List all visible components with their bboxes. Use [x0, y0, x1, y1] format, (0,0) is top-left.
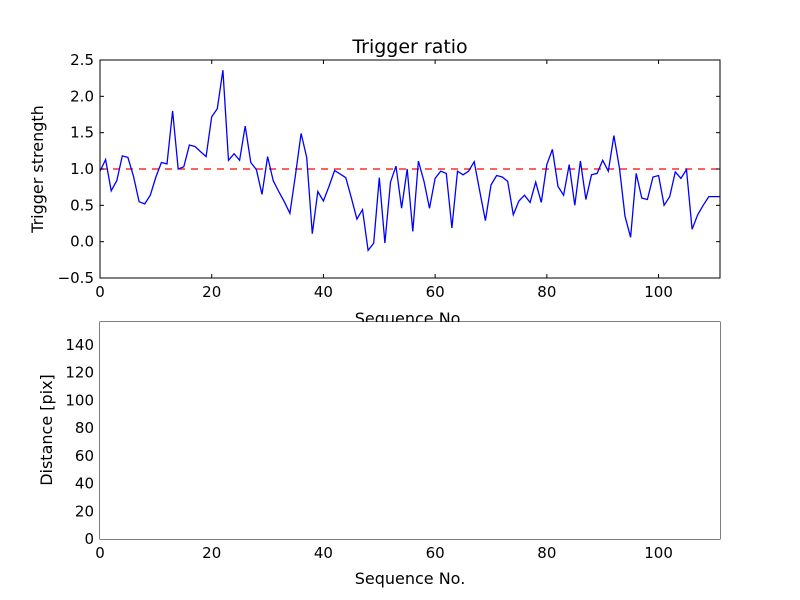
trigger-ratio-axes: 0 20 40 60 80 100 −0.5 0.0 0.5 1.0 1.5 2.0 2.5 [58, 51, 721, 301]
y-tick-label: 2.5 [70, 51, 94, 69]
x-tick-label: 80 [537, 544, 556, 562]
y-tick-label: 40 [75, 475, 94, 493]
y-tick-label: 80 [75, 419, 94, 437]
x-tick-label: 60 [426, 544, 445, 562]
x-tick-label: 0 [95, 283, 105, 301]
y-tick-label: 0.5 [70, 196, 94, 214]
top-y-axis-label: Trigger strength [28, 105, 47, 234]
x-tick-label: 20 [202, 283, 221, 301]
y-tick-label: 2.0 [70, 87, 94, 105]
y-tick-label: 1.5 [70, 124, 94, 142]
x-tick-label: 80 [537, 283, 556, 301]
y-tick-label: 0 [84, 530, 94, 548]
bottom-y-axis-label: Distance [pix] [37, 374, 56, 486]
bottom-x-axis-label: Sequence No. [355, 569, 466, 588]
x-tick-label: 100 [644, 283, 673, 301]
y-tick-label: −0.5 [58, 269, 94, 287]
y-tick-label: 100 [65, 391, 94, 409]
x-tick-label: 60 [426, 283, 445, 301]
plot-area [100, 70, 720, 253]
y-tick-label: 120 [65, 364, 94, 382]
bottom-axes-background [100, 322, 720, 539]
chart-title: Trigger ratio [351, 36, 467, 58]
y-tick-label: 60 [75, 447, 94, 465]
data-series-line [100, 70, 720, 253]
y-tick-label: 20 [75, 502, 94, 520]
x-tick-label: 20 [202, 544, 221, 562]
y-tick-label: 140 [65, 336, 94, 354]
y-tick-label: 0.0 [70, 233, 94, 251]
x-tick-label: 40 [314, 283, 333, 301]
x-tick-label: 100 [644, 544, 673, 562]
x-tick-label: 40 [314, 544, 333, 562]
x-tick-label: 0 [95, 544, 105, 562]
y-tick-label: 1.0 [70, 160, 94, 178]
